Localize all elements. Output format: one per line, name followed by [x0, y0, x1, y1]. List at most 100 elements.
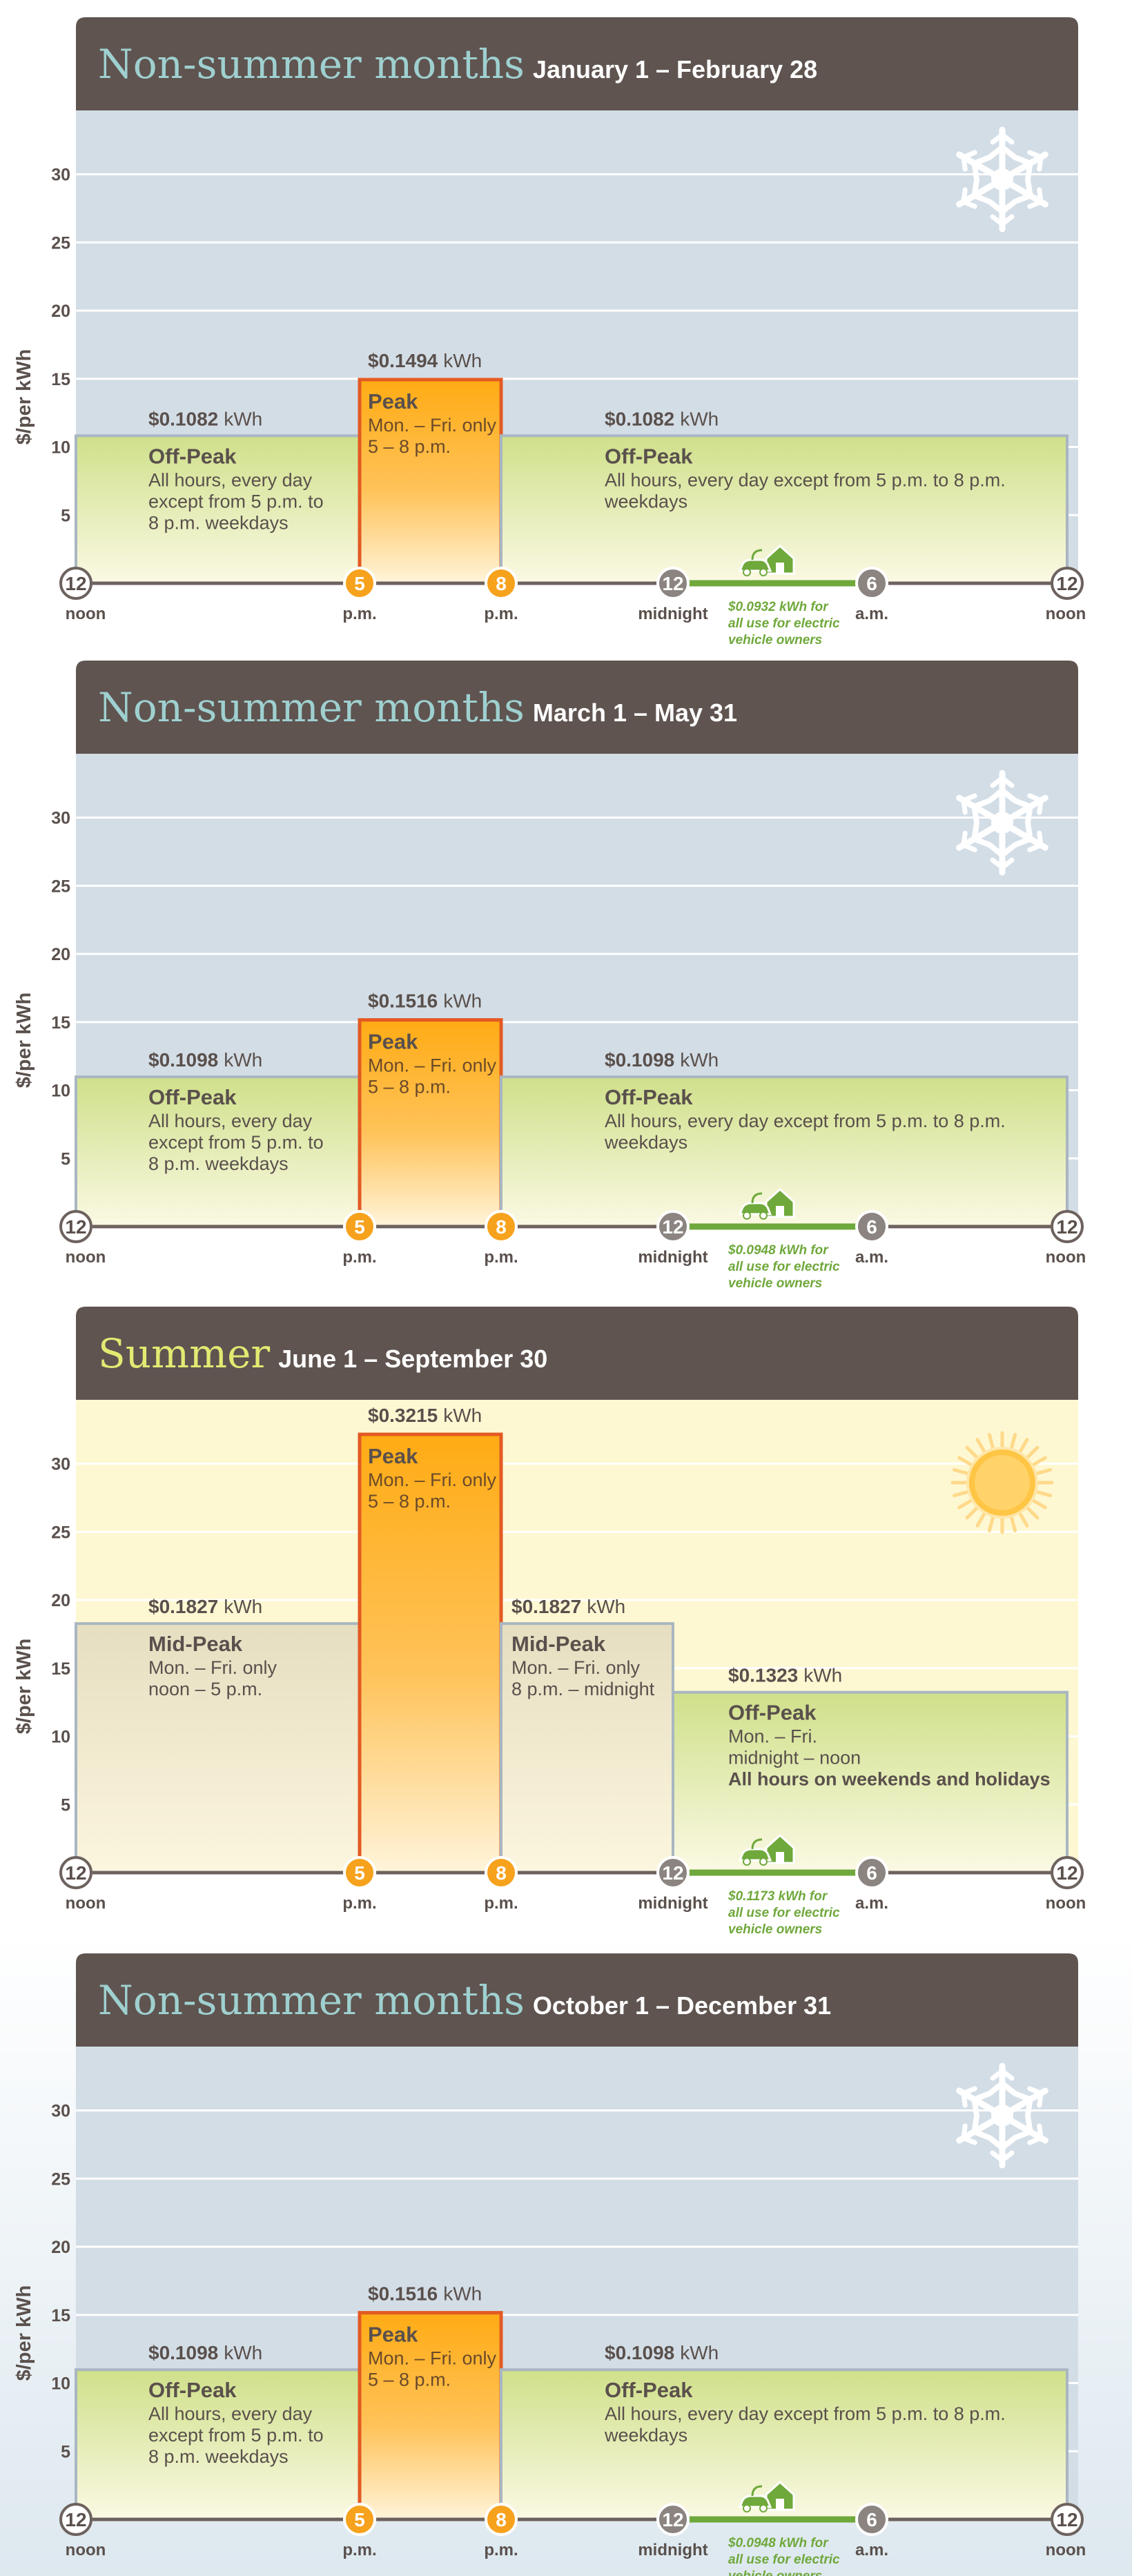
y-tick-label: 30: [51, 809, 70, 828]
period-description: Mon. – Fri. only: [368, 1055, 497, 1076]
hour-sub-label: noon: [1046, 1248, 1086, 1267]
hour-marker-label: 5: [354, 1862, 365, 1884]
y-axis-label: $/per kWh: [13, 993, 35, 1089]
rate-value: $0.1827: [148, 1596, 218, 1617]
rate-label: $0.1098 kWh: [148, 1049, 262, 1071]
hour-marker-label: 6: [866, 1862, 877, 1884]
y-tick-label: 30: [51, 2102, 70, 2121]
period-description: All hours, every day except from 5 p.m. …: [605, 469, 1006, 490]
hour-marker-label: 5: [354, 2509, 365, 2530]
period-name: Off-Peak: [605, 444, 693, 468]
rate-unit: kWh: [680, 408, 719, 429]
rate-value: $0.1082: [605, 408, 674, 429]
period-description: 8 p.m. weekdays: [148, 2446, 289, 2467]
hour-marker-label: 12: [65, 1216, 86, 1238]
rate-label: $0.1827 kWh: [148, 1596, 262, 1617]
period-description: except from 5 p.m. to: [148, 2425, 324, 2446]
period-name: Off-Peak: [148, 444, 237, 468]
ev-rate-note: all use for electric: [728, 1260, 840, 1274]
hour-marker-label: 12: [65, 1862, 86, 1884]
y-tick-label: 15: [51, 370, 70, 389]
hour-marker-label: 12: [1056, 573, 1077, 594]
rate-label: $0.1098 kWh: [148, 2342, 262, 2363]
y-tick-label: 25: [51, 2169, 70, 2189]
y-tick-label: 5: [61, 2442, 70, 2461]
chart-panel-1: Non-summer months January 1 – February 28…: [13, 17, 1086, 647]
ev-rate-note: vehicle owners: [728, 1922, 822, 1937]
period-description: except from 5 p.m. to: [148, 1132, 324, 1153]
y-tick-label: 20: [51, 302, 70, 321]
rate-value: $0.1827: [511, 1596, 581, 1617]
y-tick-label: 5: [61, 1149, 70, 1169]
period-name: Mid-Peak: [511, 1632, 606, 1656]
hour-sub-label: p.m.: [484, 1894, 518, 1913]
period-description: 8 p.m. weekdays: [148, 512, 289, 533]
hour-marker-label: 12: [1056, 2509, 1077, 2530]
y-tick-label: 15: [51, 1013, 70, 1033]
y-tick-label: 5: [61, 1795, 70, 1815]
period-description: midnight – noon: [728, 1748, 861, 1768]
hour-sub-label: midnight: [638, 1248, 708, 1267]
hour-sub-label: p.m.: [342, 605, 376, 623]
y-tick-label: 20: [51, 1591, 70, 1610]
hour-marker-label: 8: [496, 1216, 507, 1238]
hour-marker-label: 8: [496, 573, 507, 594]
hour-sub-label: a.m.: [855, 2541, 888, 2559]
period-description: 8 p.m. weekdays: [148, 1153, 289, 1174]
period-name: Peak: [368, 1444, 418, 1468]
hour-marker-label: 5: [354, 573, 365, 594]
period-name: Mid-Peak: [148, 1632, 243, 1656]
ev-rate-note: $0.0948 kWh for: [728, 1243, 829, 1258]
y-tick-label: 15: [51, 1659, 70, 1679]
period-description: All hours, every day: [148, 469, 313, 490]
period-description: except from 5 p.m. to: [148, 491, 324, 511]
chart-panel-2: Non-summer months March 1 – May 31$0.1098…: [13, 661, 1086, 1291]
hour-marker-label: 12: [662, 2509, 683, 2530]
ev-rate-note: all use for electric: [728, 2553, 840, 2567]
rate-unit: kWh: [224, 1596, 262, 1617]
rate-label: $0.1323 kWh: [728, 1665, 842, 1686]
period-name: Off-Peak: [148, 1085, 237, 1109]
hour-sub-label: p.m.: [484, 605, 518, 623]
ev-rate-note: vehicle owners: [728, 633, 822, 647]
rate-value: $0.1323: [728, 1665, 798, 1686]
y-tick-label: 30: [51, 1455, 70, 1474]
period-name: Off-Peak: [605, 1085, 693, 1109]
y-tick-label: 25: [51, 1523, 70, 1542]
rate-unit: kWh: [443, 1405, 482, 1426]
hour-sub-label: noon: [1046, 2541, 1086, 2559]
hour-marker-label: 6: [866, 573, 877, 594]
rate-label: $0.1516 kWh: [368, 2283, 482, 2305]
rate-value: $0.1098: [148, 2342, 218, 2363]
y-tick-label: 10: [51, 1082, 70, 1101]
panel-title-dates: October 1 – December 31: [533, 1991, 831, 2020]
hour-marker-label: 12: [662, 573, 683, 594]
y-tick-label: 30: [51, 166, 70, 185]
rate-value: $0.1082: [148, 408, 218, 429]
hour-marker-label: 12: [662, 1216, 683, 1238]
rate-label: $0.1098 kWh: [605, 1049, 719, 1071]
period-description: weekdays: [604, 2425, 687, 2446]
rate-label: $0.1098 kWh: [605, 2342, 719, 2363]
rate-label: $0.3215 kWh: [368, 1405, 482, 1426]
rate-unit: kWh: [587, 1596, 625, 1617]
hour-sub-label: noon: [66, 2541, 106, 2559]
y-tick-label: 20: [51, 2238, 70, 2257]
y-tick-label: 15: [51, 2306, 70, 2325]
hour-sub-label: p.m.: [342, 1894, 376, 1913]
ev-rate-note: all use for electric: [728, 616, 840, 631]
y-axis-label: $/per kWh: [13, 349, 35, 445]
ev-rate-note: $0.0932 kWh for: [728, 600, 829, 614]
period-description: All hours, every day: [148, 1111, 313, 1131]
rate-value: $0.1098: [605, 2342, 674, 2363]
hour-sub-label: p.m.: [342, 2541, 376, 2559]
ev-rate-note: $0.0948 kWh for: [728, 2536, 829, 2550]
period-name: Peak: [368, 1030, 418, 1054]
period-description: Mon. – Fri. only: [368, 2348, 497, 2369]
period-description: Mon. – Fri. only: [148, 1657, 277, 1678]
hour-marker-label: 5: [354, 1216, 365, 1238]
rate-value: $0.1098: [148, 1049, 218, 1071]
period-description: 8 p.m. – midnight: [511, 1679, 655, 1699]
hour-sub-label: noon: [66, 1894, 106, 1913]
